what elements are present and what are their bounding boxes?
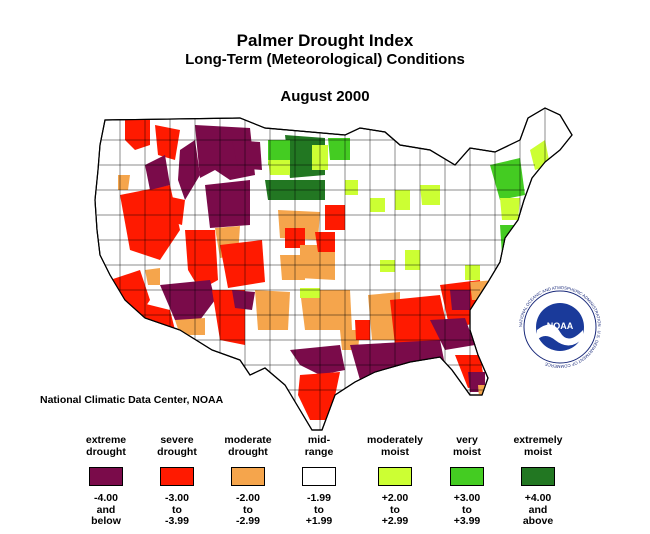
region-moderate (300, 245, 335, 280)
legend-range: -1.99 to +1.99 (305, 492, 333, 527)
region-extreme (350, 340, 445, 380)
legend-range: -4.00 and below (91, 492, 121, 527)
region-moderate (300, 290, 352, 330)
legend-range: -3.00 to -3.99 (165, 492, 189, 527)
region-severe (162, 195, 185, 225)
legend-swatch (302, 467, 336, 486)
legend-label: moderate drought (224, 434, 272, 458)
region-severe (355, 320, 370, 340)
region-very-moist (490, 158, 525, 200)
legend-item: extremely moist +4.00 and above (497, 432, 579, 528)
region-moderately-moist (370, 198, 385, 212)
legend-swatch (160, 467, 194, 486)
legend-item: moderately moist +2.00 to +2.99 (354, 432, 436, 528)
region-extreme (232, 140, 262, 170)
region-moderate (175, 318, 205, 335)
legend-swatch (378, 467, 412, 486)
map-title: Palmer Drought Index (236, 31, 414, 50)
region-severe (325, 205, 345, 230)
region-very-moist (268, 140, 290, 165)
legend-swatch (89, 467, 123, 486)
noaa-logo-text: NOAA (547, 321, 574, 331)
map-date: August 2000 (280, 88, 370, 105)
region-severe (155, 125, 180, 160)
region-extreme (430, 318, 475, 350)
region-extreme (145, 155, 170, 190)
region-moderately-moist (395, 190, 410, 210)
region-moderate (145, 268, 160, 285)
region-severe (125, 120, 150, 150)
legend-item: extreme drought -4.00 and below (65, 432, 147, 528)
legend-label: mid-range (304, 434, 334, 458)
legend-label: extremely moist (513, 434, 563, 458)
region-extreme (232, 290, 255, 310)
region-severe (220, 240, 265, 288)
legend-label: moderately moist (366, 434, 424, 458)
region-severe (298, 372, 340, 420)
region-extreme (178, 140, 200, 200)
region-moderately-moist (500, 198, 520, 220)
legend-item: severe drought -3.00 to -3.99 (136, 432, 218, 528)
region-moderately-moist (380, 260, 395, 272)
region-moderate (255, 290, 290, 330)
legend-range: +4.00 and above (522, 492, 554, 527)
legend-range: -2.00 to -2.99 (236, 492, 260, 527)
region-severe (185, 230, 218, 290)
region-extreme (290, 345, 345, 375)
map-subtitle: Long-Term (Meteorological) Conditions (185, 51, 465, 68)
region-moderate (118, 175, 130, 190)
legend-swatch (231, 467, 265, 486)
region-very-moist (328, 138, 350, 160)
region-moderately-moist (268, 160, 290, 175)
drought-regions (110, 120, 550, 420)
legend-label: extreme drought (85, 434, 127, 458)
region-moderately-moist (345, 180, 358, 195)
climate-division-lines (96, 108, 546, 430)
legend-label: severe drought (157, 434, 197, 458)
region-moderately-moist (465, 265, 480, 280)
region-extreme (205, 180, 250, 228)
legend-item: moderate drought -2.00 to -2.99 (207, 432, 289, 528)
credit-text: National Climatic Data Center, NOAA (40, 394, 224, 406)
legend-range: +2.00 to +2.99 (381, 492, 409, 527)
region-moderately-moist (300, 288, 320, 298)
legend-swatch (450, 467, 484, 486)
legend-range: +3.00 to +3.99 (453, 492, 481, 527)
region-moderate (280, 255, 305, 280)
legend-swatch (521, 467, 555, 486)
legend-item: very moist +3.00 to +3.99 (426, 432, 508, 528)
region-extreme (450, 290, 470, 310)
legend-item: mid-range -1.99 to +1.99 (278, 432, 360, 528)
legend-label: very moist (452, 434, 481, 458)
